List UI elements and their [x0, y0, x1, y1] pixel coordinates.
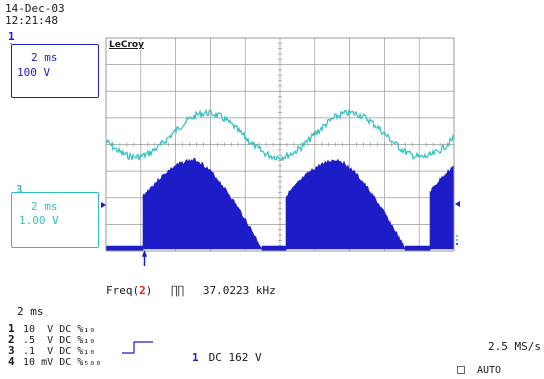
channel-row-unit: mV [41, 357, 54, 368]
time-label: 12:21:48 [5, 14, 58, 27]
trigger-position-arrow-icon[interactable] [141, 249, 148, 266]
channel-1-settings-box[interactable]: 2 ms 100 V [11, 44, 99, 98]
trigger-channel: 1 [192, 351, 199, 364]
channel-row-unit: V [47, 346, 54, 357]
channel-offset-dots-icon [456, 235, 458, 245]
trigger-mode[interactable]: AUTO [457, 365, 501, 376]
channel-row-bandwidth: %₁₀ [77, 335, 96, 346]
channel-1-timebase: 2 ms [31, 51, 58, 64]
timebase-readout: 2 ms [17, 305, 44, 318]
channel-row-bandwidth: %₁₀ [77, 346, 96, 357]
measurement-channel: 2 [139, 284, 146, 297]
channel-row-coupling: DC [59, 346, 72, 357]
channel-3-offset-marker-icon[interactable] [101, 202, 106, 208]
measurement-label-close: ) [145, 284, 153, 297]
trigger-settings[interactable]: 1 DC 162 V [192, 351, 262, 364]
channel-row-volts: .5 [23, 335, 36, 346]
channel-row-volts: .1 [23, 346, 36, 357]
channel-3-settings-box[interactable]: 2 ms 1.00 V [11, 192, 99, 248]
brand-logo: LeCroy [108, 40, 145, 50]
channel-row-bandwidth: %₁₀ [77, 324, 96, 335]
graticule-border [105, 37, 455, 252]
channel-row-1[interactable]: 1 10 V DC %₁₀ [8, 322, 96, 335]
channel-1-marker[interactable]: 1 [8, 30, 15, 43]
channel-row-coupling: DC [59, 335, 72, 346]
channel-row-3[interactable]: 3 .1 V DC %₁₀ [8, 344, 96, 357]
channel-1-waveform [106, 157, 454, 251]
trigger-level: 162 V [228, 351, 262, 364]
rising-edge-trigger-icon [122, 341, 153, 354]
channel-row-number: 3 [8, 344, 15, 357]
pulse-symbol-icon: ∏∏ [171, 284, 185, 297]
trigger-mode-label: AUTO [477, 365, 502, 376]
channel-row-number: 2 [8, 333, 15, 346]
measurement-value: 37.0223 kHz [202, 284, 276, 297]
channel-row-unit: V [47, 335, 54, 346]
channel-3-volts: 1.00 V [19, 214, 59, 227]
timestamp: 14-Dec-03 12:21:48 [5, 3, 65, 27]
channel-row-bandwidth: %₅₀₀ [77, 357, 102, 368]
mode-checkbox-icon[interactable] [457, 366, 465, 374]
trigger-level-marker-icon[interactable] [455, 201, 460, 207]
channel-3-marker[interactable]: 3 [16, 183, 23, 196]
channel-row-4[interactable]: 4 10 mV DC %₅₀₀ [8, 355, 102, 368]
channel-row-number: 4 [8, 355, 15, 368]
channel-1-volts: 100 V [17, 66, 51, 79]
trigger-coupling: DC [208, 351, 222, 364]
date-label: 14-Dec-03 [5, 2, 65, 15]
channel-row-number: 1 [8, 322, 15, 335]
channel-row-2[interactable]: 2 .5 V DC %₁₀ [8, 333, 96, 346]
measurement-label: Freq( [106, 284, 140, 297]
channel-row-volts: 10 [23, 324, 36, 335]
channel-3-timebase: 2 ms [31, 200, 58, 213]
channel-row-coupling: DC [59, 357, 72, 368]
channel-row-unit: V [47, 324, 54, 335]
channel-row-volts: 10 [23, 357, 36, 368]
channel-row-coupling: DC [59, 324, 72, 335]
sample-rate: 2.5 MS/s [488, 340, 541, 353]
channel-3-waveform [106, 108, 454, 162]
frequency-measurement[interactable]: Freq(2) ∏∏ 37.0223 kHz [106, 284, 276, 297]
